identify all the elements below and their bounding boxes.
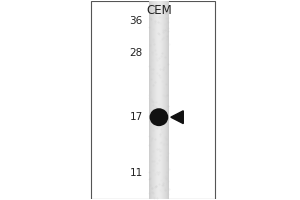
Text: 17: 17 (129, 112, 142, 122)
Bar (151, 1, 152, 199)
Text: 28: 28 (129, 48, 142, 58)
Bar (158, 1, 159, 199)
Bar (160, 1, 161, 199)
Bar (148, 1, 150, 199)
Bar (152, 1, 153, 199)
Bar (153, 1, 154, 199)
Bar (155, 1, 156, 199)
Bar (168, 1, 169, 199)
Bar (91, 1, 215, 199)
Polygon shape (171, 111, 183, 124)
Bar (154, 1, 155, 199)
Text: 36: 36 (129, 16, 142, 26)
Bar (161, 1, 162, 199)
Bar (166, 1, 167, 199)
Bar (159, 1, 160, 199)
Ellipse shape (150, 108, 168, 126)
Bar (167, 1, 168, 199)
Text: 11: 11 (129, 168, 142, 178)
Bar (156, 1, 157, 199)
Bar (162, 1, 163, 199)
Bar (163, 1, 164, 199)
Bar (157, 1, 158, 199)
Bar (165, 1, 166, 199)
Text: CEM: CEM (146, 4, 172, 17)
Bar (164, 1, 165, 199)
Bar (150, 1, 151, 199)
